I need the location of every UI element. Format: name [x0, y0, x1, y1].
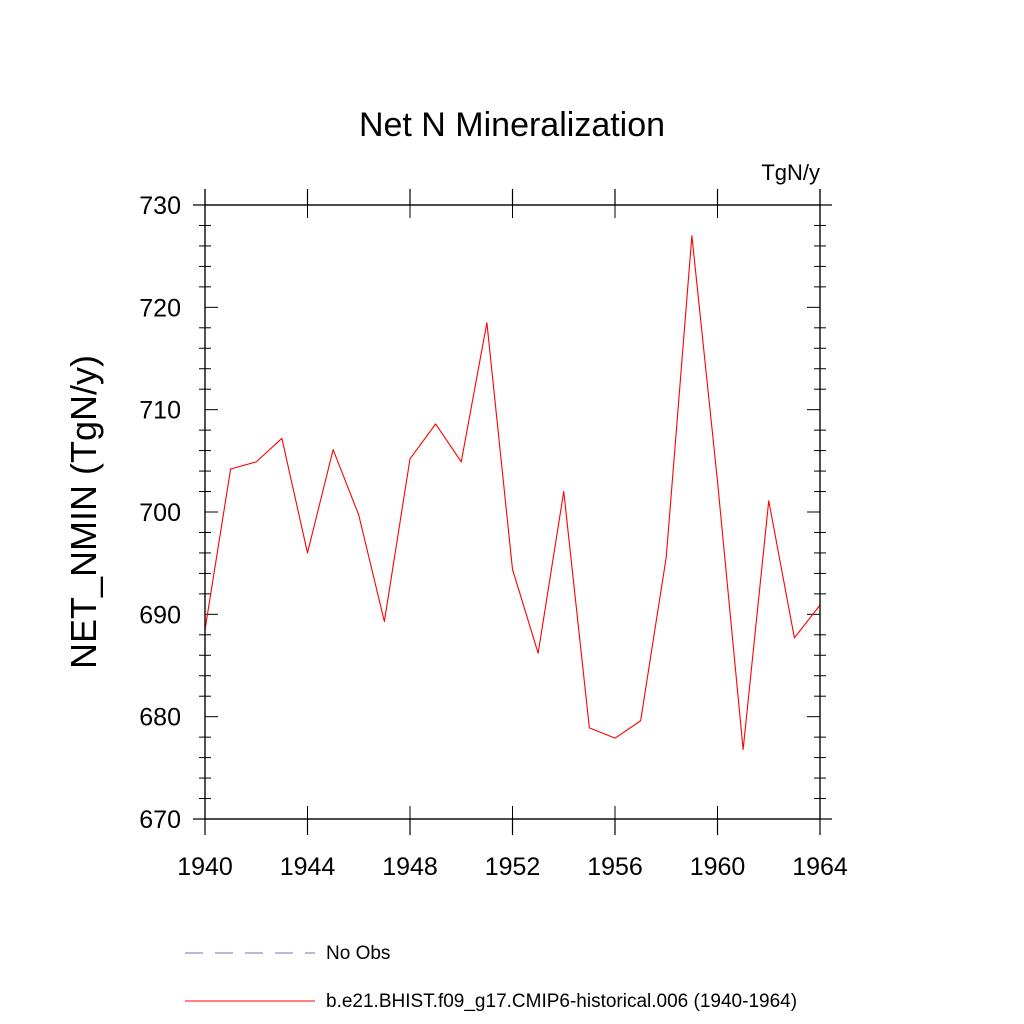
y-tick-label: 670: [139, 806, 181, 834]
chart-title: Net N Mineralization: [359, 106, 665, 144]
y-tick-label: 730: [139, 192, 181, 220]
x-tick-label: 1964: [792, 853, 848, 881]
x-tick-label: 1960: [690, 853, 746, 881]
units-label: TgN/y: [761, 160, 820, 185]
y-tick-label: 690: [139, 601, 181, 629]
legend-label-historical: b.e21.BHIST.f09_g17.CMIP6-historical.006…: [326, 991, 797, 1012]
x-axis-ticks: 1940 1944 1948 1952 1956 1960 1964: [177, 189, 848, 881]
series-line: [204, 235, 821, 750]
series-layer: [204, 235, 821, 750]
y-axis-label: NET_NMIN (TgN/y): [63, 355, 104, 669]
x-tick-label: 1940: [177, 853, 233, 881]
plot-frame: [204, 204, 821, 820]
legend: No Obs b.e21.BHIST.f09_g17.CMIP6-histori…: [185, 943, 797, 1012]
legend-label-no-obs: No Obs: [326, 943, 390, 964]
y-tick-label: 680: [139, 704, 181, 732]
x-tick-label: 1944: [280, 853, 336, 881]
y-tick-label: 710: [139, 397, 181, 425]
x-tick-label: 1956: [587, 853, 643, 881]
y-axis-ticks: 670 680 690 700 710 720 730: [139, 189, 832, 834]
x-tick-label: 1948: [382, 853, 438, 881]
x-tick-label: 1952: [485, 853, 541, 881]
y-tick-label: 700: [139, 499, 181, 527]
y-tick-label: 720: [139, 294, 181, 322]
